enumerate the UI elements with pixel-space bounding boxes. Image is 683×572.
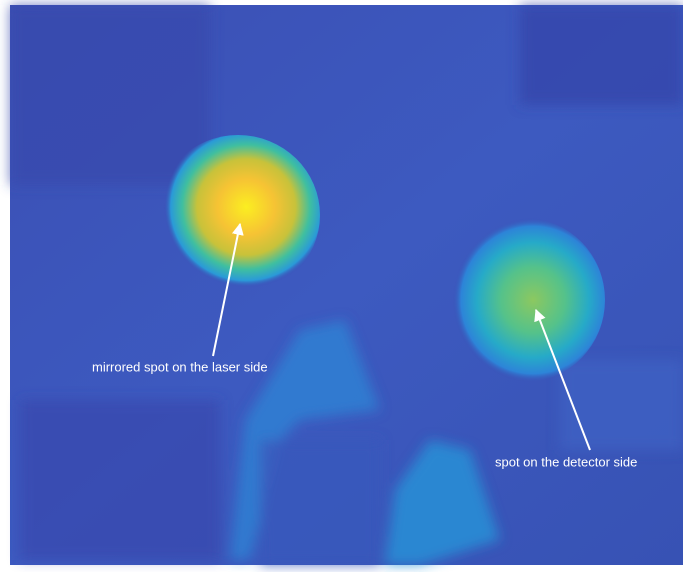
detector-side-spot [445,218,605,382]
background-structures [10,5,683,565]
laser-side-spot [156,135,320,295]
annotation-arrow [534,308,591,451]
annotation-label: mirrored spot on the laser side [92,359,268,374]
annotation-label: spot on the detector side [495,454,637,469]
annotation-arrow [212,222,244,357]
